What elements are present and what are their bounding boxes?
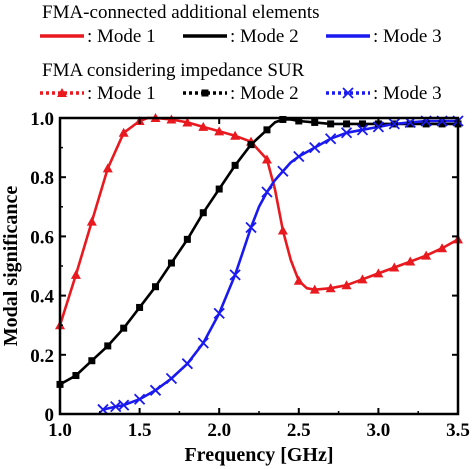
data-point-triangle: [198, 121, 209, 131]
data-point-square: [104, 342, 112, 350]
legend-label: : Mode 3: [373, 26, 442, 47]
data-point-x: [133, 393, 146, 405]
data-point-triangle: [437, 243, 448, 253]
y-tick-label: 0: [45, 405, 55, 426]
data-point-square: [72, 372, 80, 380]
data-point-triangle: [214, 126, 225, 136]
data-point-x: [197, 337, 209, 349]
data-point-triangle: [421, 250, 432, 260]
legend-label: : Mode 2: [230, 83, 299, 104]
series-markers-mode-2: [56, 115, 462, 388]
x-tick-label: 2.0: [207, 420, 231, 441]
data-point-square: [152, 283, 160, 291]
data-point-triangle: [341, 280, 352, 290]
y-axis-label: Modal significance: [0, 186, 22, 347]
series-markers-mode-3: [97, 115, 464, 416]
data-point-triangle: [357, 274, 368, 284]
x-tick-label: 3.5: [446, 420, 470, 441]
x-tick-label: 2.5: [287, 420, 311, 441]
data-point-x: [165, 372, 178, 385]
x-tick-label: 1.0: [48, 420, 72, 441]
data-point-square: [120, 324, 128, 332]
data-point-square: [231, 161, 239, 169]
y-tick-label: 1.0: [30, 109, 54, 130]
legend-label: : Mode 2: [230, 26, 299, 47]
y-tick-label: 0.2: [30, 346, 54, 367]
legend-items: : Mode 1 : Mode 2 : Mode 3 : Mode 1 : Mode 2…: [40, 26, 442, 104]
data-point-square: [438, 120, 446, 128]
data-point-x: [388, 118, 400, 130]
data-point-x: [340, 127, 353, 139]
data-point-triangle: [230, 130, 241, 140]
data-point-square: [263, 126, 271, 134]
data-point-square: [406, 120, 414, 128]
data-point-x: [293, 150, 305, 163]
legend-marker-x: [342, 87, 354, 99]
data-point-square: [199, 209, 207, 217]
data-point-triangle: [86, 216, 97, 226]
series-line-mode-3: [102, 119, 458, 411]
x-tick-label: 3.0: [367, 420, 391, 441]
data-point-square: [311, 118, 319, 126]
series-line-mode-2: [59, 118, 458, 386]
data-point-x: [149, 384, 162, 396]
legend-label: : Mode 3: [373, 83, 442, 104]
legend-marker-square: [201, 89, 209, 97]
data-point-triangle: [182, 117, 193, 127]
data-point-x: [261, 186, 273, 198]
legend-heading-1: FMA-connected additional elements: [42, 2, 320, 23]
ticks: 1.0 1.5 2.0 2.5 3.0 3.5 0 0.2 0.4 0.6 0.8 1.0: [30, 109, 470, 441]
data-point-triangle: [325, 283, 336, 293]
data-point-square: [215, 185, 223, 193]
series-layer: [55, 113, 464, 416]
series-line-mode-1: [58, 116, 459, 326]
data-point-triangle: [70, 269, 81, 279]
data-point-square: [422, 120, 430, 128]
series-markers-mode-1: [55, 113, 463, 330]
plot-area: 1.0 1.5 2.0 2.5 3.0 3.5 0 0.2 0.4 0.6 0.8 1.0: [30, 109, 470, 441]
data-point-square: [343, 120, 351, 128]
legend-label: : Mode 1: [87, 83, 156, 104]
data-point-x: [118, 399, 130, 411]
data-point-triangle: [277, 225, 288, 235]
data-point-triangle: [261, 154, 272, 164]
data-point-square: [136, 303, 144, 311]
data-point-triangle: [293, 275, 304, 285]
legend: FMA-connected additional elements FMA co…: [40, 2, 442, 104]
data-point-square: [167, 259, 175, 267]
data-point-triangle: [118, 127, 129, 137]
data-point-square: [327, 120, 335, 128]
data-point-triangle: [309, 284, 320, 294]
y-tick-label: 0.6: [30, 227, 54, 248]
data-point-square: [358, 120, 366, 128]
data-point-x: [229, 269, 241, 281]
data-point-square: [88, 357, 96, 365]
data-point-triangle: [373, 268, 384, 278]
x-axis-label: Frequency [GHz]: [184, 444, 333, 466]
data-point-x: [372, 121, 385, 133]
data-point-x: [213, 307, 225, 319]
legend-label: : Mode 1: [87, 26, 156, 47]
data-point-x: [277, 165, 289, 177]
y-tick-label: 0.4: [30, 287, 54, 308]
data-point-triangle: [405, 256, 416, 266]
legend-marker-triangle: [57, 88, 67, 97]
data-point-triangle: [389, 262, 400, 272]
legend-heading-2: FMA considering impedance SUR: [42, 60, 305, 81]
data-point-square: [247, 141, 255, 149]
y-tick-label: 0.8: [30, 168, 54, 189]
data-point-x: [356, 124, 369, 136]
data-point-x: [309, 141, 321, 154]
x-tick-label: 1.5: [128, 420, 152, 441]
data-point-x: [181, 358, 193, 370]
data-point-square: [279, 115, 287, 123]
data-point-square: [183, 235, 191, 243]
data-point-x: [245, 221, 257, 234]
data-point-triangle: [102, 163, 113, 173]
data-point-x: [325, 133, 337, 145]
